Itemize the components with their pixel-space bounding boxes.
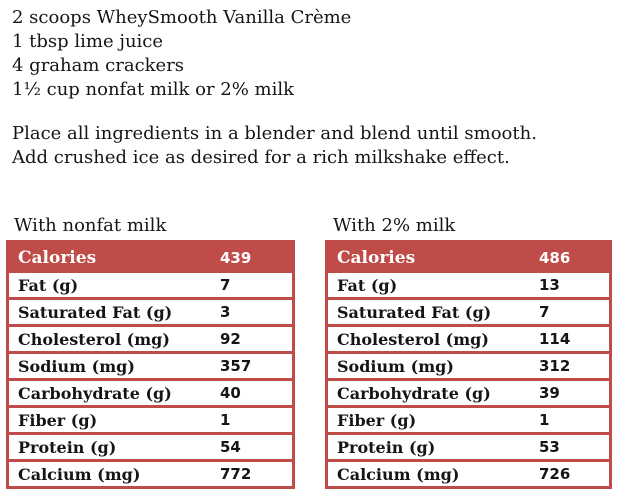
nutrition-tables-section: With nonfat milk Calories 439 Fat (g) 7 … xyxy=(0,214,617,489)
table-caption-nonfat: With nonfat milk xyxy=(14,215,167,236)
row-value: 7 xyxy=(220,276,231,294)
table-row: Carbohydrate (g) 40 xyxy=(9,378,292,405)
table-row: Protein (g) 53 xyxy=(328,432,609,459)
row-label: Sodium (mg) xyxy=(337,356,454,376)
row-value: 1 xyxy=(220,411,231,429)
nutrition-column-2pct: With 2% milk Calories 486 Fat (g) 13 Sat… xyxy=(325,214,612,489)
table-row: Carbohydrate (g) 39 xyxy=(328,378,609,405)
row-label: Fiber (g) xyxy=(18,410,98,430)
row-value: 114 xyxy=(539,330,571,348)
ingredient-line: 1½ cup nonfat milk or 2% milk xyxy=(12,79,295,100)
ingredients-list: 2 scoops WheySmooth Vanilla Crème 1 tbsp… xyxy=(0,0,617,102)
row-value: 40 xyxy=(220,384,241,402)
row-value: 13 xyxy=(539,276,560,294)
row-label: Protein (g) xyxy=(18,437,117,457)
table-row: Fat (g) 7 xyxy=(9,273,292,297)
ingredient-line: 2 scoops WheySmooth Vanilla Crème xyxy=(12,7,352,28)
row-label: Saturated Fat (g) xyxy=(337,302,492,322)
table-row: Protein (g) 54 xyxy=(9,432,292,459)
row-label: Protein (g) xyxy=(337,437,436,457)
table-row: Saturated Fat (g) 3 xyxy=(9,297,292,324)
table-header-row: Calories 439 xyxy=(9,243,292,273)
table-row: Fat (g) 13 xyxy=(328,273,609,297)
ingredient-line: 4 graham crackers xyxy=(12,55,185,76)
instructions-paragraph: Place all ingredients in a blender and b… xyxy=(0,102,617,170)
nutrition-table-2pct: Calories 486 Fat (g) 13 Saturated Fat (g… xyxy=(325,240,612,489)
row-value: 772 xyxy=(220,465,252,483)
nutrition-table-nonfat: Calories 439 Fat (g) 7 Saturated Fat (g)… xyxy=(6,240,295,489)
row-label: Fat (g) xyxy=(18,275,79,295)
table-row: Fiber (g) 1 xyxy=(9,405,292,432)
table-row: Cholesterol (mg) 114 xyxy=(328,324,609,351)
table-row: Cholesterol (mg) 92 xyxy=(9,324,292,351)
row-label: Carbohydrate (g) xyxy=(337,383,491,403)
row-value: 53 xyxy=(539,438,560,456)
instruction-line: Place all ingredients in a blender and b… xyxy=(12,123,537,144)
header-label: Calories xyxy=(337,248,416,268)
header-label: Calories xyxy=(18,248,97,268)
row-label: Sodium (mg) xyxy=(18,356,135,376)
row-value: 92 xyxy=(220,330,241,348)
row-value: 312 xyxy=(539,357,571,375)
table-header-row: Calories 486 xyxy=(328,243,609,273)
table-caption-2pct: With 2% milk xyxy=(333,215,456,236)
row-value: 357 xyxy=(220,357,252,375)
instruction-line: Add crushed ice as desired for a rich mi… xyxy=(12,147,510,168)
table-row: Calcium (mg) 772 xyxy=(9,459,292,486)
table-row: Fiber (g) 1 xyxy=(328,405,609,432)
row-label: Fiber (g) xyxy=(337,410,417,430)
row-label: Fat (g) xyxy=(337,275,398,295)
row-value: 1 xyxy=(539,411,550,429)
row-label: Cholesterol (mg) xyxy=(18,329,170,349)
row-value: 39 xyxy=(539,384,560,402)
header-value: 439 xyxy=(220,249,252,267)
row-label: Carbohydrate (g) xyxy=(18,383,172,403)
row-value: 54 xyxy=(220,438,241,456)
row-label: Saturated Fat (g) xyxy=(18,302,173,322)
header-value: 486 xyxy=(539,249,571,267)
nutrition-column-nonfat: With nonfat milk Calories 439 Fat (g) 7 … xyxy=(6,214,295,489)
row-value: 726 xyxy=(539,465,571,483)
table-row: Saturated Fat (g) 7 xyxy=(328,297,609,324)
row-label: Cholesterol (mg) xyxy=(337,329,489,349)
row-value: 3 xyxy=(220,303,231,321)
row-label: Calcium (mg) xyxy=(337,464,460,484)
row-value: 7 xyxy=(539,303,550,321)
table-row: Sodium (mg) 357 xyxy=(9,351,292,378)
row-label: Calcium (mg) xyxy=(18,464,141,484)
table-row: Sodium (mg) 312 xyxy=(328,351,609,378)
ingredient-line: 1 tbsp lime juice xyxy=(12,31,164,52)
table-row: Calcium (mg) 726 xyxy=(328,459,609,486)
